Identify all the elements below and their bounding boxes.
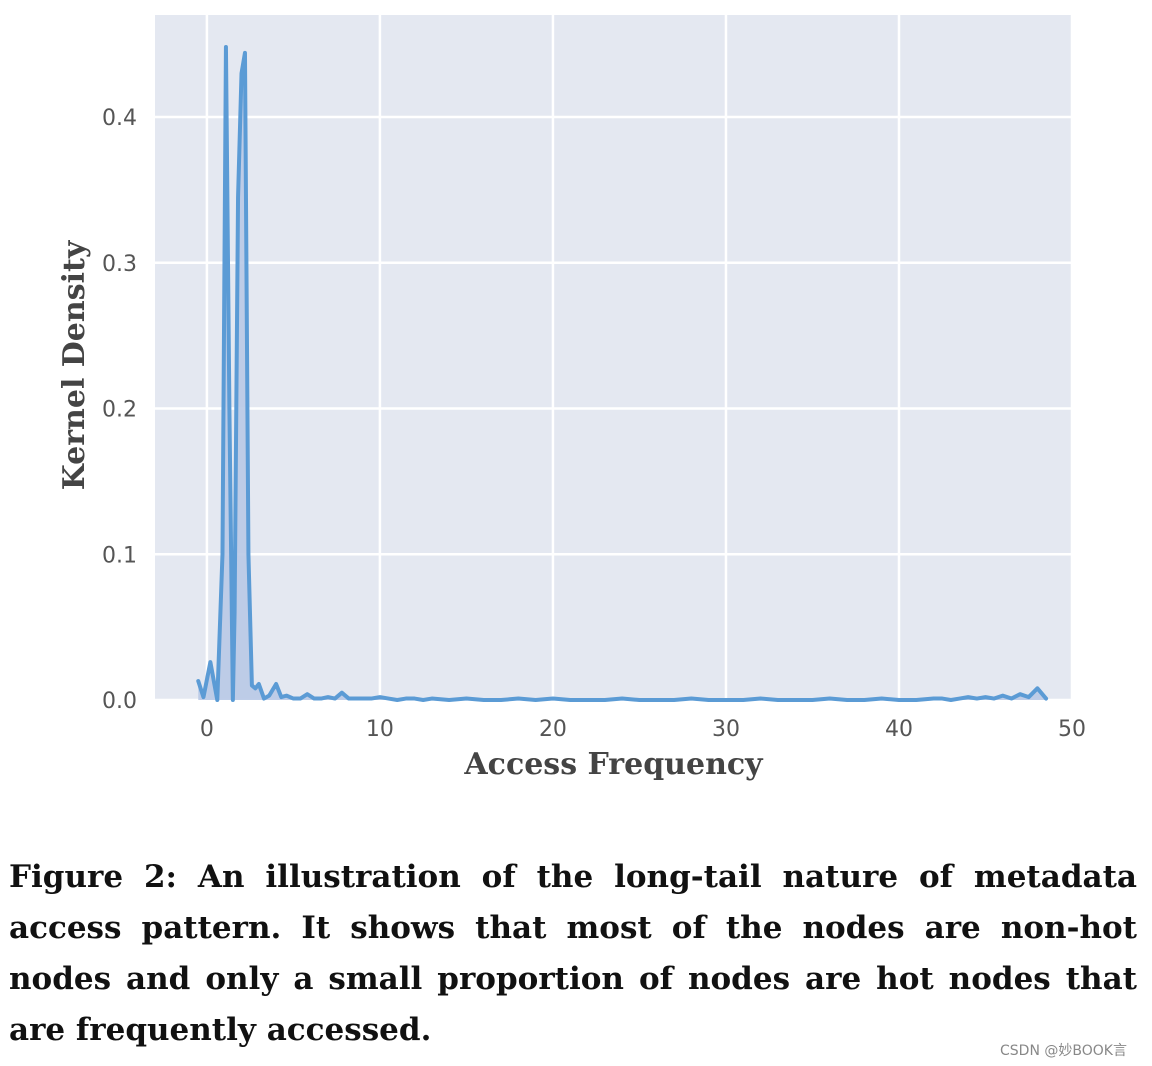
y-tick-label: 0.3: [102, 252, 137, 277]
x-tick-label: 0: [200, 717, 214, 742]
x-axis-title: Access Frequency: [463, 747, 764, 782]
grid-lines: [155, 15, 1074, 702]
y-axis-ticks: 0.0 0.1 0.2 0.3 0.4: [102, 106, 137, 714]
y-tick-label: 0.4: [102, 106, 137, 131]
y-tick-label: 0.1: [102, 543, 137, 568]
density-line: [196, 45, 1049, 702]
x-tick-label: 30: [712, 717, 740, 742]
density-chart: 0 10 20 30 40 50 0.0 0.1 0.2 0.3 0.4 Access Frequ…: [57, 15, 1086, 782]
plot-area: [155, 15, 1072, 700]
y-tick-label: 0.0: [102, 689, 137, 714]
y-tick-label: 0.2: [102, 398, 137, 423]
watermark: CSDN @妙BOOK言: [1000, 1043, 1127, 1059]
x-tick-label: 50: [1058, 717, 1086, 742]
x-tick-label: 10: [366, 717, 394, 742]
y-axis-title: Kernel Density: [57, 239, 92, 490]
x-tick-label: 40: [885, 717, 913, 742]
x-tick-label: 20: [539, 717, 567, 742]
x-axis-ticks: 0 10 20 30 40 50: [200, 717, 1086, 742]
figure-caption: Figure 2: An illustration of the long-ta…: [9, 859, 1137, 1048]
